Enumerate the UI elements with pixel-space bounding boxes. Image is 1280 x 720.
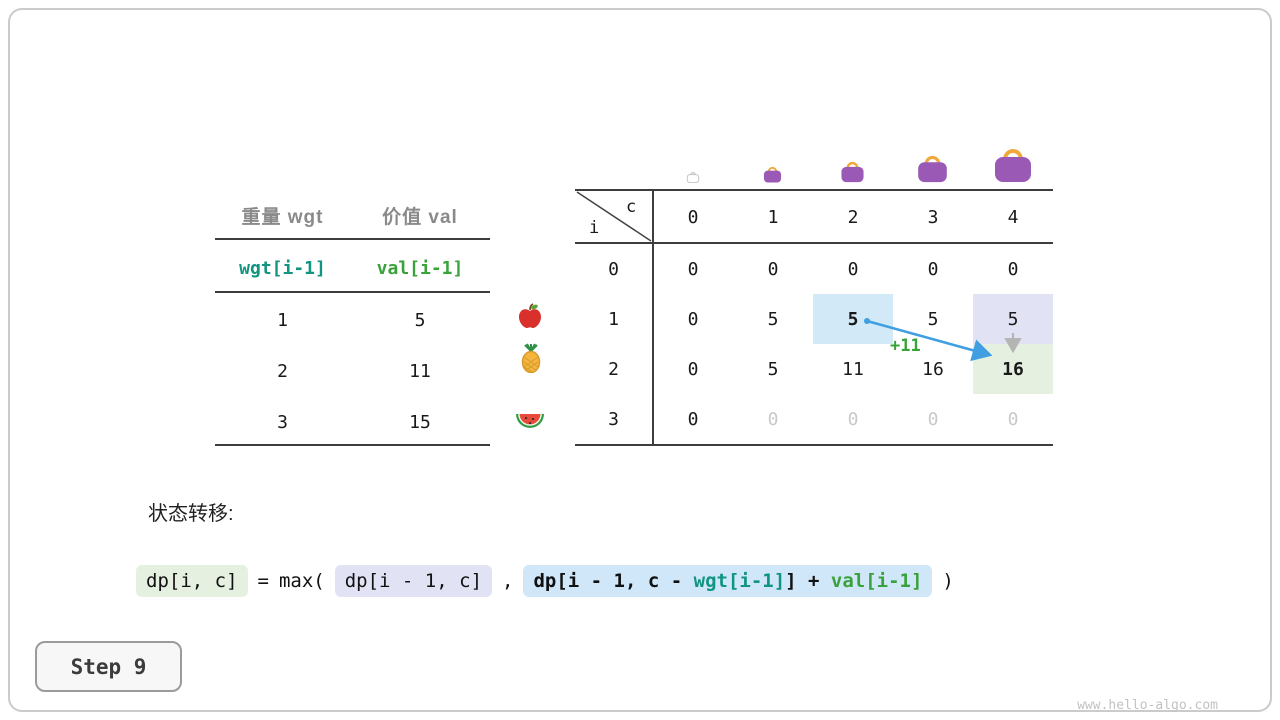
- dp-line-vertical: [652, 189, 654, 446]
- value-add-annotation: +11: [890, 336, 921, 356]
- dp-col-headers: 0 1 2 3 4: [653, 191, 1053, 243]
- dp-col-header: 1: [767, 206, 779, 228]
- dp-row-label: 1: [608, 308, 619, 330]
- transition-section-label: 状态转移:: [148, 503, 234, 525]
- dp-cell-pending: 0: [767, 408, 779, 430]
- weights-col-header-wgt: 重量 wgt: [241, 206, 324, 228]
- weights-line-bottom: [215, 444, 490, 446]
- dp-cell: 0: [1007, 258, 1019, 280]
- bag-icon-0-empty: [686, 170, 700, 188]
- dp-col-header: 0: [687, 206, 699, 228]
- formula-equals: =: [257, 570, 269, 592]
- transition-formula: dp[i, c] = max( dp[i - 1, c] , dp[i - 1,…: [136, 559, 954, 603]
- formula-comma: ,: [502, 570, 514, 592]
- watermelon-icon: [515, 411, 545, 438]
- dp-row-label: 3: [608, 408, 619, 430]
- dp-cell: 0: [847, 258, 859, 280]
- dp-cell: 5: [767, 358, 779, 380]
- dp-table-cells: 0 0 0 0 0 0 5 5 5 5 0 5 11 16 16 0 0 0 0…: [653, 244, 1053, 444]
- dp-cell-above-highlighted: 5: [973, 294, 1053, 344]
- dp-cell-pending: 0: [847, 408, 859, 430]
- dp-cell-source-highlighted: 5: [813, 294, 893, 344]
- dp-cell: 0: [687, 258, 699, 280]
- page-border: [8, 8, 1272, 712]
- step-indicator: Step 9: [35, 641, 182, 692]
- dp-cell-pending: 0: [1007, 408, 1019, 430]
- dp-col-header: 2: [847, 206, 859, 228]
- value-value: 15: [409, 411, 431, 433]
- weights-col-header-val: 价值 val: [382, 206, 458, 228]
- pineapple-icon: [518, 343, 544, 378]
- dp-corner-row-label: i: [589, 218, 600, 238]
- dp-cell: 16: [922, 358, 944, 380]
- bag-icon-3: [915, 151, 950, 188]
- dp-cell: 0: [687, 408, 699, 430]
- weights-line-top: [215, 238, 490, 240]
- dp-line-bottom: [575, 444, 1053, 446]
- dp-cell: 11: [842, 358, 864, 380]
- dp-corner-col-label: c: [626, 197, 637, 217]
- formula-term2-mid: ] +: [785, 570, 831, 592]
- formula-term2-val: val[i-1]: [830, 570, 923, 592]
- val-formula-cell: val[i-1]: [376, 257, 464, 279]
- dp-col-header: 4: [1007, 206, 1019, 228]
- dp-cell: 5: [927, 308, 939, 330]
- weight-value: 2: [277, 360, 288, 382]
- formula-close-paren: ): [942, 570, 954, 592]
- dp-corner-diagonal: [576, 191, 652, 242]
- dp-row-label: 0: [608, 258, 619, 280]
- value-value: 11: [409, 360, 431, 382]
- weights-line-mid: [215, 291, 490, 293]
- dp-cell: 5: [767, 308, 779, 330]
- bag-icon-2: [839, 158, 866, 188]
- dp-col-header: 3: [927, 206, 939, 228]
- dp-cell: 0: [687, 308, 699, 330]
- dp-cell: 0: [927, 258, 939, 280]
- dp-cell-pending: 0: [927, 408, 939, 430]
- formula-term2-box: dp[i - 1, c - wgt[i-1]] + val[i-1]: [523, 565, 933, 597]
- dp-cell: 0: [767, 258, 779, 280]
- bag-icon-1: [762, 164, 783, 188]
- weight-value: 1: [277, 309, 288, 331]
- bag-icon-4: [991, 143, 1035, 188]
- dp-line-top: [575, 189, 1053, 191]
- formula-max-open: max(: [278, 570, 325, 592]
- apple-icon: [516, 302, 544, 335]
- formula-term2-wgt: wgt[i-1]: [693, 570, 786, 592]
- dp-cell-current-highlighted: 16: [973, 344, 1053, 394]
- weight-value: 3: [277, 411, 288, 433]
- dp-row-label: 2: [608, 358, 619, 380]
- formula-term2-prefix: dp[i - 1, c -: [533, 570, 694, 592]
- formula-term1-box: dp[i - 1, c]: [334, 565, 493, 597]
- watermark-text: www.hello-algo.com: [1077, 698, 1218, 713]
- dp-cell: 0: [687, 358, 699, 380]
- dp-line-header: [575, 242, 1053, 244]
- dp-row-labels: 0 1 2 3: [575, 244, 652, 444]
- formula-lhs-box: dp[i, c]: [136, 565, 248, 597]
- wgt-formula-cell: wgt[i-1]: [239, 257, 326, 279]
- value-value: 5: [414, 309, 426, 331]
